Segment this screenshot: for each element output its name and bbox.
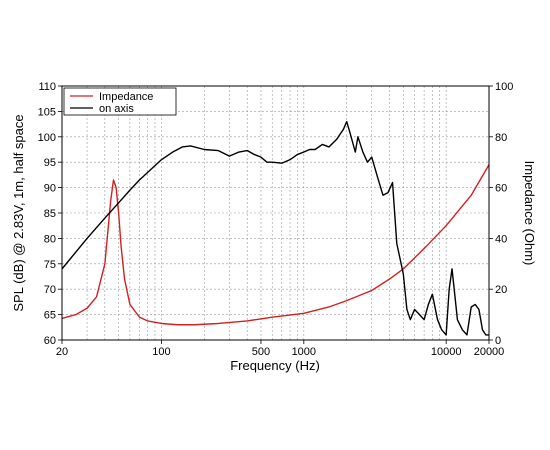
legend: Impedance on axis [63, 87, 177, 116]
y-left-tick-label: 90 [44, 183, 56, 195]
y-left-tick-label: 60 [44, 335, 56, 347]
legend-label-on-axis: on axis [99, 103, 134, 115]
y-right-axis-title: Impedance (Ohm) [522, 161, 537, 266]
legend-box [63, 87, 177, 116]
y-left-tick-label: 95 [44, 157, 56, 169]
y-right-tick-label: 40 [495, 233, 507, 245]
series-layer [61, 120, 490, 336]
y-right-tick-label: 80 [495, 132, 507, 144]
y-right-tick-label: 20 [495, 284, 507, 296]
y-right-ticks: 0 20 40 60 80 100 [489, 81, 513, 347]
x-ticks: 20 100 500 1000 10000 20000 [56, 340, 504, 358]
y-right-tick-label: 0 [495, 335, 501, 347]
y-left-ticks: 60 65 70 75 80 85 90 95 100 105 110 [38, 81, 62, 347]
y-left-tick-label: 105 [38, 106, 56, 118]
y-left-tick-label: 75 [44, 259, 56, 271]
x-tick-label: 100 [152, 346, 170, 358]
x-tick-label: 500 [252, 346, 270, 358]
y-left-tick-label: 100 [38, 132, 56, 144]
series-line-on-axis [61, 120, 489, 336]
y-left-axis-title: SPL (dB) @ 2.83V, 1m, half space [11, 114, 26, 311]
y-left-tick-label: 85 [44, 208, 56, 220]
y-right-tick-label: 100 [495, 81, 513, 93]
x-tick-label: 20 [56, 346, 68, 358]
x-tick-label: 1000 [292, 346, 316, 358]
x-tick-label: 10000 [431, 346, 462, 358]
x-tick-label: 20000 [474, 346, 505, 358]
y-left-tick-label: 70 [44, 284, 56, 296]
legend-label-impedance: Impedance [99, 91, 153, 103]
y-left-tick-label: 110 [38, 81, 56, 93]
y-right-tick-label: 60 [495, 183, 507, 195]
series-line-impedance [61, 164, 490, 326]
y-left-tick-label: 65 [44, 310, 56, 322]
x-axis-title: Frequency (Hz) [230, 358, 320, 373]
y-left-tick-label: 80 [44, 233, 56, 245]
